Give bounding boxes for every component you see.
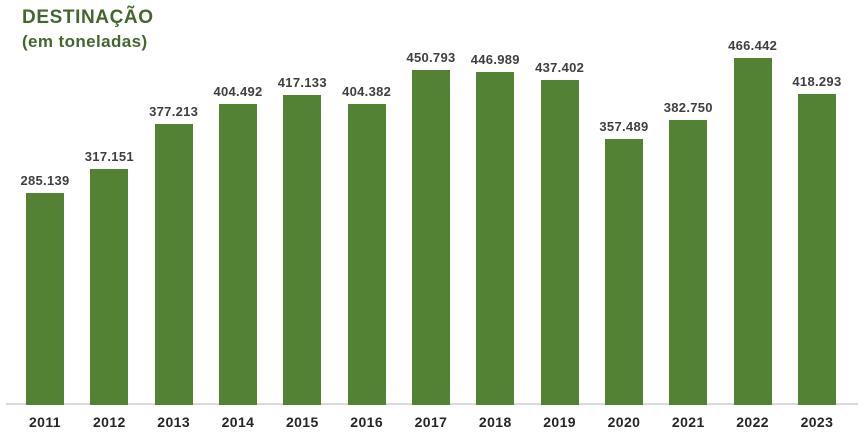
bar-value-label: 285.139 bbox=[20, 173, 70, 188]
bar-column: 285.139 2011 bbox=[14, 0, 76, 438]
x-axis-tick-label: 2022 bbox=[736, 413, 769, 430]
chart-subtitle: (em toneladas) bbox=[22, 32, 148, 51]
x-axis-tick-label: 2021 bbox=[671, 413, 705, 430]
bar bbox=[154, 124, 193, 405]
bar-column: 404.382 2016 bbox=[336, 0, 398, 438]
bar bbox=[218, 104, 257, 405]
bar-column: 418.293 2023 bbox=[786, 0, 848, 438]
bar-value-label: 404.382 bbox=[342, 84, 392, 99]
x-axis-tick-label: 2012 bbox=[92, 413, 126, 430]
bar-column: 377.213 2013 bbox=[143, 0, 205, 438]
bar-value-label: 317.151 bbox=[84, 149, 134, 164]
bar bbox=[604, 139, 643, 405]
bar bbox=[283, 95, 322, 405]
x-axis-tick-label: 2023 bbox=[800, 413, 834, 430]
bar-value-label: 418.293 bbox=[792, 74, 842, 89]
x-axis-tick-label: 2020 bbox=[607, 413, 641, 430]
bar bbox=[540, 80, 579, 405]
bar bbox=[476, 72, 515, 405]
x-axis-tick-label: 2016 bbox=[350, 413, 384, 430]
bar-column: 417.133 2015 bbox=[271, 0, 333, 438]
bar bbox=[797, 94, 836, 405]
bar-chart-plot-area: 285.139 2011 317.151 2012 377.213 2013 404.492… bbox=[14, 0, 848, 438]
bar-column: 466.442 2022 bbox=[722, 0, 784, 438]
bar bbox=[733, 58, 772, 405]
bar bbox=[90, 169, 129, 405]
bar-value-label: 446.989 bbox=[470, 52, 520, 67]
bar-value-label: 382.750 bbox=[663, 100, 713, 115]
bar-value-label: 450.793 bbox=[406, 50, 456, 65]
bar-column: 450.793 2017 bbox=[400, 0, 462, 438]
bar-column: 404.492 2014 bbox=[207, 0, 269, 438]
x-axis-tick-label: 2017 bbox=[414, 413, 448, 430]
bar-column: 317.151 2012 bbox=[78, 0, 140, 438]
x-axis-tick-label: 2014 bbox=[221, 413, 255, 430]
x-axis-tick-label: 2015 bbox=[285, 413, 319, 430]
bar-value-label: 357.489 bbox=[599, 119, 649, 134]
bar-value-label: 417.133 bbox=[277, 75, 327, 90]
bar-column: 357.489 2020 bbox=[593, 0, 655, 438]
chart-title-block: DESTINAÇÃO (em toneladas) bbox=[22, 6, 154, 54]
bar-column: 446.989 2018 bbox=[464, 0, 526, 438]
bar-value-label: 437.402 bbox=[535, 60, 585, 75]
x-axis-tick-label: 2019 bbox=[543, 413, 576, 430]
bar-value-label: 404.492 bbox=[213, 84, 263, 99]
chart-title: DESTINAÇÃO bbox=[22, 7, 154, 28]
bar-value-label: 466.442 bbox=[728, 38, 778, 53]
bar bbox=[26, 193, 64, 405]
x-axis-tick-label: 2011 bbox=[29, 413, 61, 430]
bar bbox=[669, 120, 708, 405]
x-axis-tick-label: 2013 bbox=[157, 413, 191, 430]
x-axis-tick-label: 2018 bbox=[478, 413, 512, 430]
bar bbox=[347, 104, 386, 405]
bar-column: 382.750 2021 bbox=[657, 0, 719, 438]
bar-value-label: 377.213 bbox=[149, 104, 199, 119]
bar bbox=[411, 70, 450, 405]
bar-column: 437.402 2019 bbox=[529, 0, 591, 438]
